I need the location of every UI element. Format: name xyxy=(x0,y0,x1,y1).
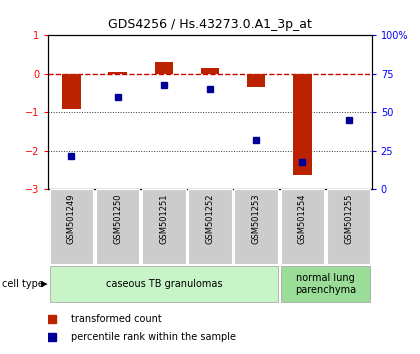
Bar xyxy=(142,189,186,264)
Text: GSM501249: GSM501249 xyxy=(67,193,76,244)
Text: caseous TB granulomas: caseous TB granulomas xyxy=(105,279,222,289)
Bar xyxy=(293,74,312,175)
Bar xyxy=(50,266,278,302)
Text: normal lung
parenchyma: normal lung parenchyma xyxy=(295,273,356,295)
Bar xyxy=(327,189,370,264)
Text: GSM501255: GSM501255 xyxy=(344,193,353,244)
Text: GSM501251: GSM501251 xyxy=(159,193,168,244)
Bar xyxy=(96,189,139,264)
Bar xyxy=(247,74,265,87)
Bar xyxy=(201,68,219,74)
Bar xyxy=(234,189,278,264)
Text: cell type: cell type xyxy=(2,279,44,289)
Text: transformed count: transformed count xyxy=(71,314,162,324)
Text: GSM501252: GSM501252 xyxy=(205,193,215,244)
Bar xyxy=(62,74,81,109)
Bar xyxy=(281,189,324,264)
Bar xyxy=(108,72,127,74)
Text: percentile rank within the sample: percentile rank within the sample xyxy=(71,332,236,342)
Bar xyxy=(155,62,173,74)
Bar xyxy=(281,266,370,302)
Text: GSM501254: GSM501254 xyxy=(298,193,307,244)
Text: GSM501253: GSM501253 xyxy=(252,193,261,244)
Title: GDS4256 / Hs.43273.0.A1_3p_at: GDS4256 / Hs.43273.0.A1_3p_at xyxy=(108,18,312,32)
Bar xyxy=(188,189,232,264)
Text: GSM501250: GSM501250 xyxy=(113,193,122,244)
Bar xyxy=(50,189,93,264)
